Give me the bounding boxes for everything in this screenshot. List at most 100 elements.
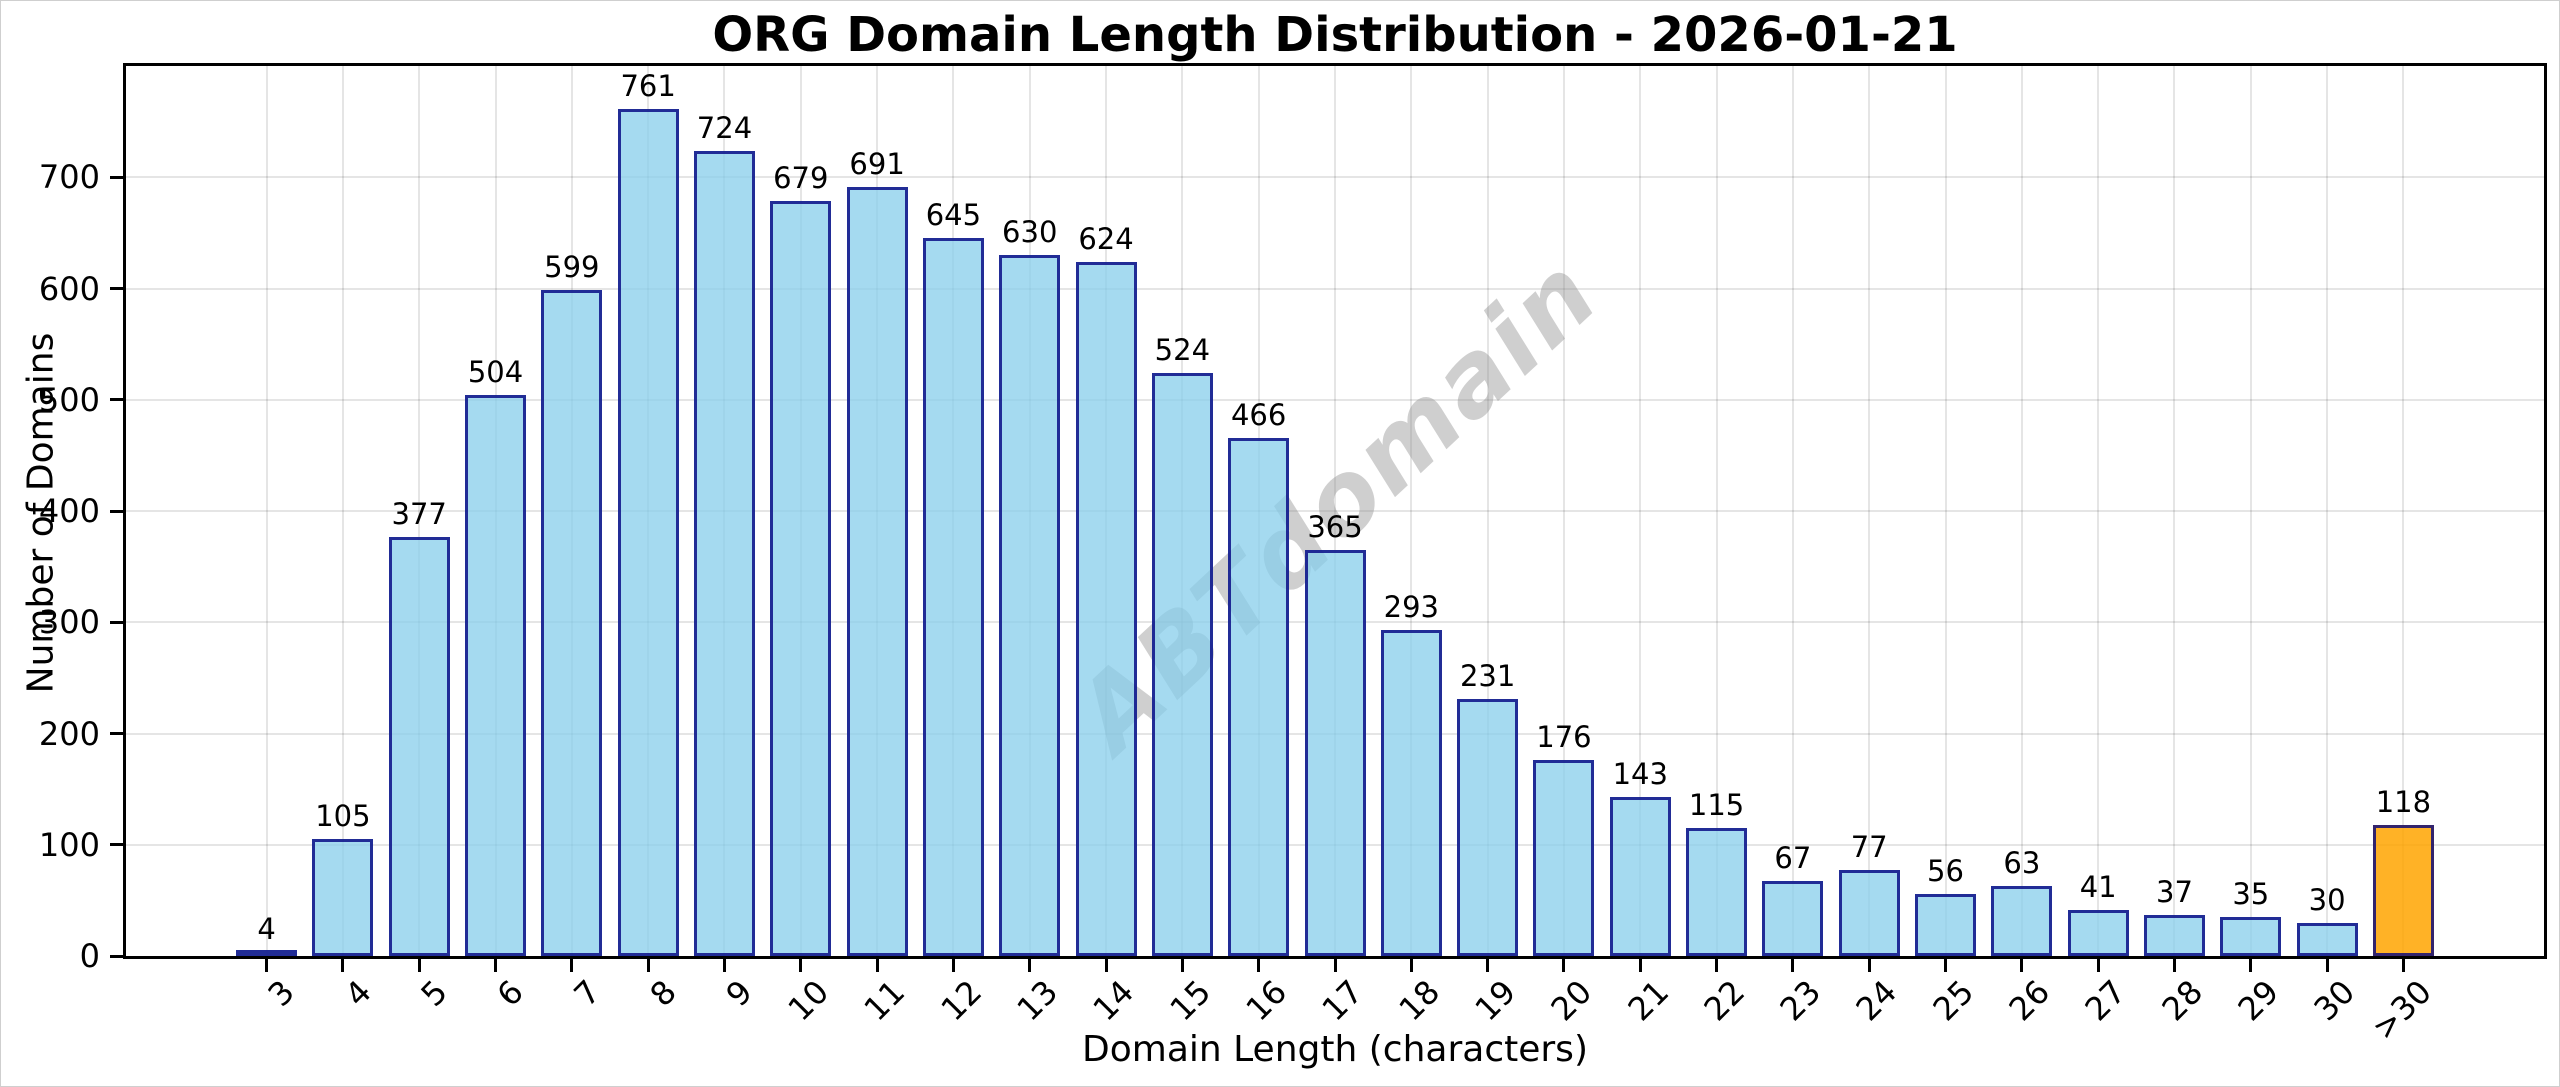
bar: [1915, 893, 1976, 956]
x-axis-label: Domain Length (characters): [1082, 1029, 1588, 1070]
y-tick-label: 0: [79, 937, 100, 975]
bar: [465, 395, 527, 956]
x-tick-label: 27: [2077, 972, 2134, 1029]
bar-value-label: 377: [391, 496, 447, 531]
bar-value-label: 176: [1536, 720, 1592, 755]
x-gridline: [1868, 66, 1871, 956]
x-tick: [1486, 956, 1490, 972]
y-gridline: [126, 510, 2544, 512]
x-tick: [417, 956, 421, 972]
bar: [1380, 630, 1442, 956]
x-tick: [1333, 956, 1337, 972]
x-tick: [2096, 956, 2100, 972]
bar: [1762, 881, 1824, 956]
y-axis-label: Number of Domains: [20, 332, 62, 694]
bar-value-label: 599: [544, 249, 600, 284]
x-tick-label: 14: [1085, 972, 1142, 1029]
x-tick-label: 6: [489, 972, 532, 1014]
y-gridline: [126, 176, 2544, 179]
y-tick: [110, 509, 126, 513]
x-gridline: [1944, 66, 1947, 956]
y-tick-label: 500: [38, 380, 100, 419]
bar-value-label: 466: [1230, 397, 1287, 432]
x-tick-label: 10: [780, 972, 837, 1029]
bar: [2143, 914, 2205, 956]
x-gridline: [265, 66, 268, 956]
x-tick: [341, 956, 345, 972]
x-tick-label: 25: [1925, 972, 1981, 1029]
x-gridline: [2173, 66, 2176, 956]
x-gridline: [2402, 66, 2405, 956]
bar-value-label: 143: [1612, 756, 1668, 791]
bar-value-label: 4: [257, 911, 276, 946]
bar-value-label: 35: [2232, 877, 2270, 912]
bar-value-label: 630: [1002, 215, 1058, 250]
bar: [1533, 760, 1595, 956]
y-tick-label: 100: [38, 825, 100, 864]
x-tick: [2020, 956, 2024, 972]
bar: [1151, 373, 1213, 956]
bar: [1609, 796, 1671, 956]
x-gridline: [1562, 66, 1565, 956]
bar: [2296, 922, 2358, 956]
x-gridline: [341, 66, 344, 956]
x-tick: [875, 956, 879, 972]
x-tick: [1791, 956, 1795, 972]
bar: [388, 536, 450, 956]
plot-area: ABTdomain 0 100 200 300 400 500 600 700 4 3 105 4 37…: [39, 63, 2547, 1047]
x-tick: [951, 956, 955, 972]
x-tick-label: 29: [2230, 972, 2287, 1029]
x-tick: [1180, 956, 1184, 972]
x-tick-label: 5: [413, 972, 455, 1014]
bar: [1228, 437, 1290, 956]
x-tick: [1638, 956, 1642, 972]
bar: [1304, 549, 1366, 956]
bar-value-label: 679: [773, 160, 829, 195]
bar: [846, 187, 908, 956]
x-gridline: [2020, 66, 2023, 956]
x-tick: [799, 956, 803, 972]
bar-value-label: 118: [2375, 784, 2432, 819]
x-tick-label: 15: [1162, 972, 1218, 1029]
x-tick-label: 9: [718, 972, 760, 1014]
bar: [2372, 824, 2434, 956]
x-tick-label: 12: [933, 972, 989, 1029]
bar: [312, 839, 374, 956]
bar: [693, 150, 755, 956]
x-tick-label: 28: [2154, 972, 2210, 1029]
bar: [617, 109, 679, 956]
bar-value-label: 504: [467, 355, 524, 390]
x-tick: [646, 956, 650, 972]
y-gridline: [126, 287, 2544, 290]
y-gridline: [126, 398, 2544, 401]
y-tick: [110, 287, 126, 290]
x-gridline: [1715, 66, 1718, 956]
x-tick-label: 11: [856, 972, 913, 1029]
bar-value-label: 56: [1927, 853, 1964, 888]
chart-title: ORG Domain Length Distribution - 2026-01…: [712, 7, 1958, 63]
bar: [2220, 917, 2282, 956]
x-tick-label: 4: [337, 972, 379, 1014]
x-tick-label: 19: [1467, 972, 1524, 1029]
bar-value-label: 37: [2156, 874, 2193, 909]
y-tick: [110, 175, 126, 179]
x-tick-label: 22: [1696, 972, 1753, 1029]
x-tick: [2401, 956, 2405, 972]
bar: [999, 255, 1061, 956]
bar: [1457, 699, 1519, 956]
x-tick-label: 16: [1238, 972, 1295, 1029]
y-tick: [110, 732, 126, 735]
bar-value-label: 105: [315, 799, 371, 834]
bar: [1686, 828, 1748, 956]
bar-value-label: 115: [1688, 788, 1745, 823]
x-gridline: [1334, 66, 1336, 956]
x-tick: [2249, 956, 2253, 972]
x-tick-label: 23: [1772, 972, 1829, 1029]
bar-value-label: 41: [2079, 870, 2117, 905]
x-tick: [1257, 956, 1261, 972]
x-gridline: [2326, 66, 2329, 956]
x-tick: [1104, 956, 1108, 972]
bar-value-label: 63: [2003, 845, 2041, 880]
x-tick: [494, 956, 498, 972]
x-tick-label: 7: [566, 972, 608, 1014]
